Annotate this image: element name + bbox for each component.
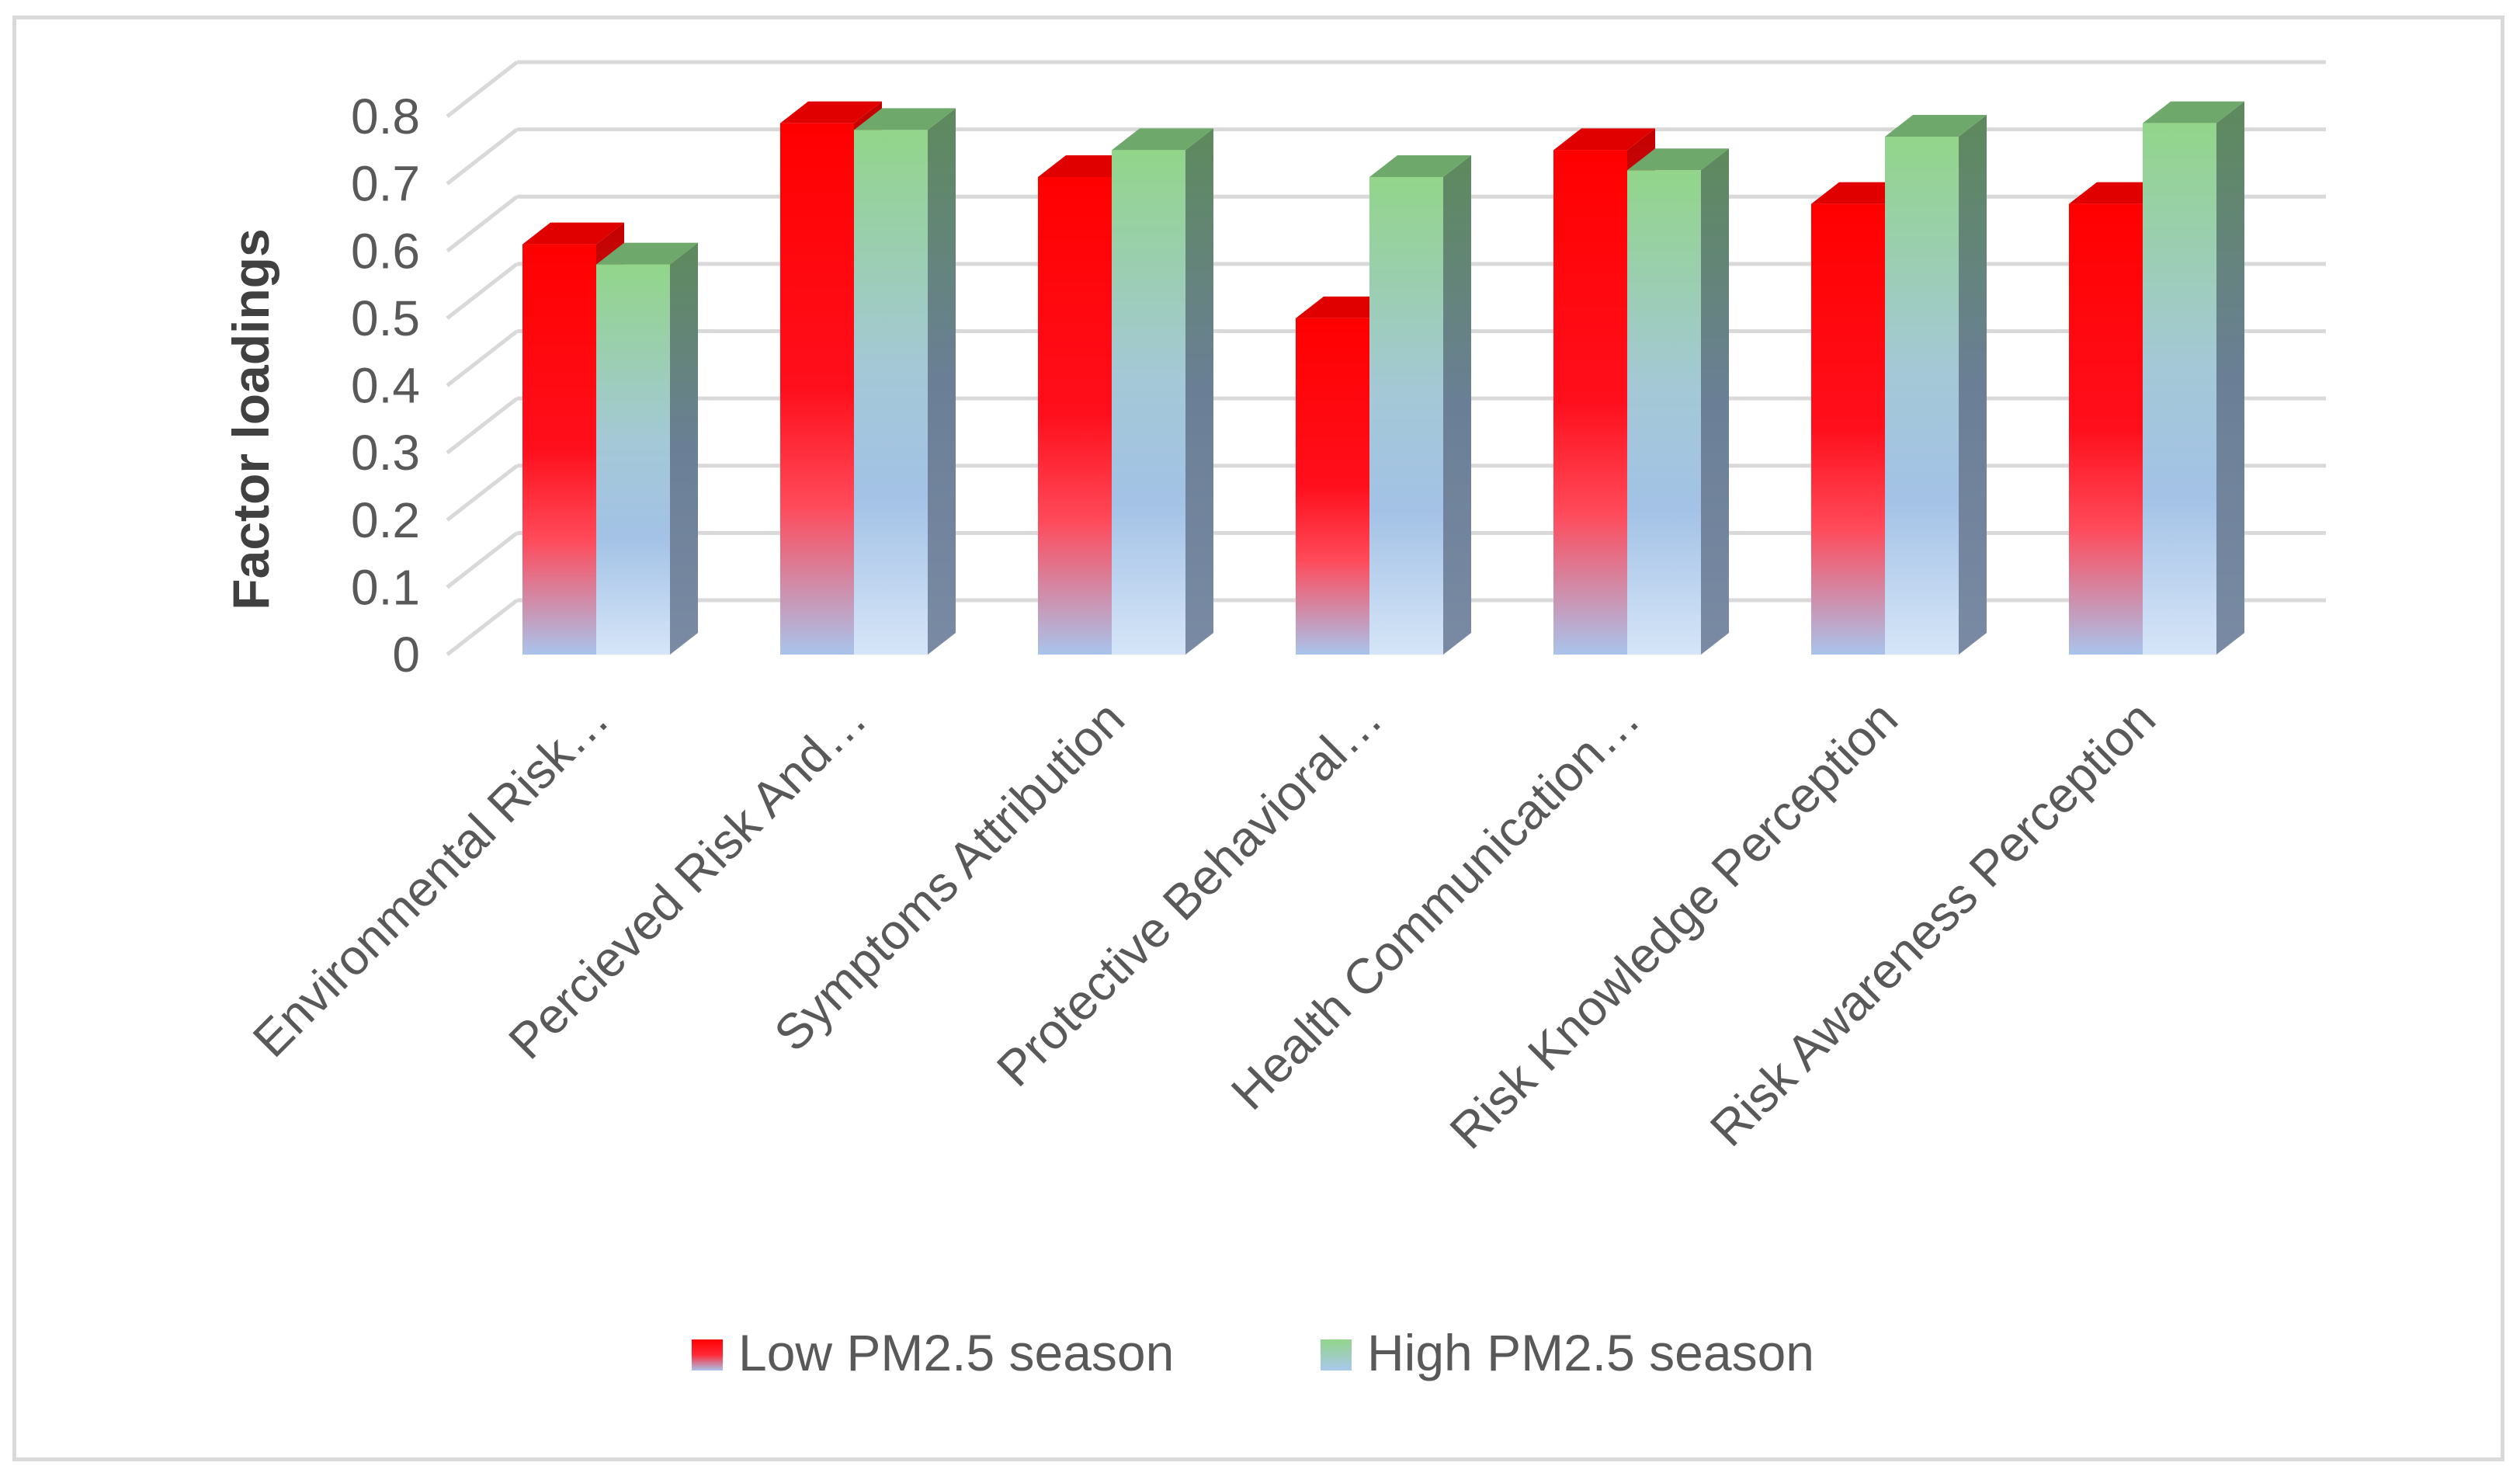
gridline-diag	[446, 61, 519, 118]
legend-label-high: High PM2.5 season	[1367, 1324, 1814, 1381]
bar-high-3	[1369, 155, 1471, 655]
y-tick-label: 0	[392, 627, 420, 683]
bar-front	[522, 244, 596, 655]
bar-top	[1369, 155, 1471, 177]
bar-front	[596, 264, 670, 655]
bar-top	[854, 108, 956, 130]
bar-top	[2143, 101, 2244, 123]
y-tick-label: 0.1	[351, 559, 420, 615]
bar-front	[1885, 136, 1959, 655]
bar-side	[1959, 114, 1987, 655]
y-tick-label: 0.4	[351, 358, 420, 414]
y-tick-label: 0.8	[351, 89, 420, 144]
legend-swatch-high	[1321, 1339, 1352, 1371]
y-tick-label: 0.5	[351, 290, 420, 346]
bar-front	[1369, 176, 1443, 655]
y-tick-label: 0.3	[351, 425, 420, 481]
gridline-diag	[446, 262, 519, 320]
bar-side	[928, 108, 956, 655]
category-labels: Environmental Risk…Percieved Risk And…Sy…	[242, 690, 2166, 1159]
bar-high-2	[1112, 128, 1213, 655]
gridline-diag	[446, 397, 519, 455]
bar-top	[1885, 114, 1987, 137]
y-axis-label: Factor loadings	[222, 228, 279, 610]
bar-high-1	[854, 108, 956, 655]
bars	[522, 101, 2244, 655]
bar-side	[1443, 155, 1471, 655]
bar-front	[780, 123, 854, 655]
gridline-diag	[446, 127, 519, 186]
bar-front	[1553, 150, 1627, 655]
category-label: Risk Knowledge Perception	[1439, 690, 1908, 1159]
bar-high-5	[1885, 114, 1987, 655]
bar-high-4	[1627, 148, 1729, 655]
bar-side	[1185, 128, 1213, 655]
y-tick-label: 0.6	[351, 223, 420, 279]
bar-front	[2069, 203, 2143, 655]
bar-top	[1112, 128, 1213, 151]
bar-chart: 0 0.1 0.2 0.3 0.4 0.5 0.6 0.7 0.8 Environmental …	[222, 60, 2326, 1381]
category-label: Risk Awareness Perception	[1699, 690, 2166, 1157]
bar-high-6	[2143, 101, 2244, 655]
bar-top	[780, 101, 882, 123]
bar-front	[1038, 176, 1112, 655]
category-label: Health Communication…	[1220, 690, 1650, 1120]
gridline-diag	[446, 195, 519, 253]
bar-top	[596, 242, 698, 265]
y-tick-labels: 0 0.1 0.2 0.3 0.4 0.5 0.6 0.7 0.8	[351, 89, 420, 683]
bar-front	[1112, 150, 1185, 655]
gridline-diag	[446, 329, 519, 387]
bar-front	[1627, 170, 1701, 655]
legend: Low PM2.5 season High PM2.5 season	[692, 1324, 1814, 1381]
bar-high-0	[596, 242, 698, 655]
bar-side	[670, 242, 698, 655]
gridline-diag	[446, 599, 519, 656]
bar-top	[522, 222, 624, 245]
legend-label-low: Low PM2.5 season	[738, 1324, 1174, 1381]
bar-top	[1627, 148, 1729, 171]
gridline-diag	[446, 531, 519, 589]
bar-front	[854, 130, 928, 655]
legend-swatch-low	[692, 1339, 723, 1371]
y-tick-label: 0.2	[351, 492, 420, 548]
chart-frame: 0 0.1 0.2 0.3 0.4 0.5 0.6 0.7 0.8 Environmental …	[12, 16, 2504, 1461]
bar-front	[2143, 123, 2216, 655]
bar-side	[2216, 101, 2244, 655]
gridline-diag	[446, 464, 519, 522]
bar-front	[1811, 203, 1885, 655]
bar-top	[1553, 128, 1655, 151]
y-tick-label: 0.7	[351, 156, 420, 212]
bar-side	[1701, 148, 1729, 655]
bar-front	[1296, 318, 1369, 655]
